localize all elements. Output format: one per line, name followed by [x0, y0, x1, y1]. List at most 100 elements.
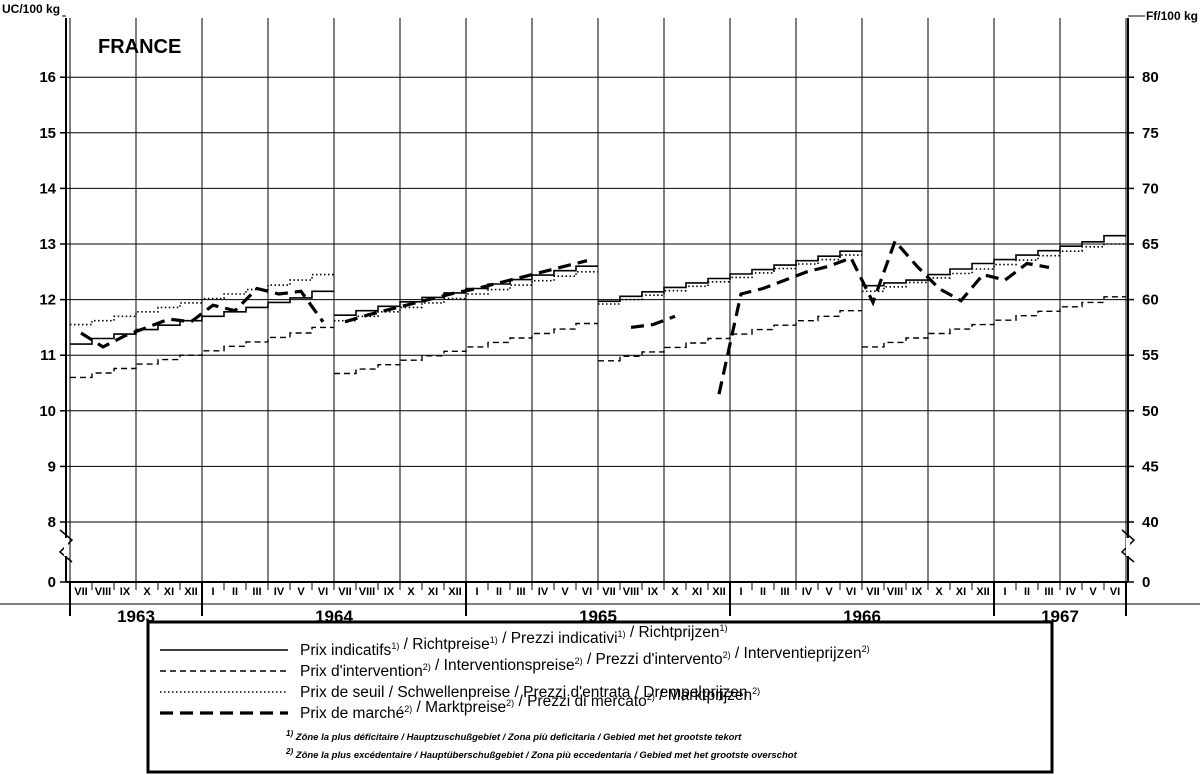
- series-line-dotted: [70, 273, 334, 326]
- series-line-dotted: [598, 254, 862, 305]
- y-right-tick-label: 75: [1142, 125, 1159, 142]
- y-left-tick-label: 9: [48, 458, 56, 475]
- y-right-tick-label: 40: [1142, 514, 1159, 531]
- month-tick-label: V: [1089, 586, 1097, 598]
- series-line-dashed: [862, 296, 1126, 348]
- y-right-tick-label: 60: [1142, 292, 1159, 309]
- axis-break-gap: [64, 538, 68, 556]
- y-right-tick-label: 80: [1142, 69, 1159, 86]
- y-right-axis-label: Ff/100 kg: [1146, 9, 1198, 23]
- month-tick-label: IX: [120, 586, 131, 598]
- legend-label: Prix de marché2) / Marktpreise2) / Prezz…: [300, 686, 760, 722]
- legend-footnote-ref: 1): [391, 641, 399, 651]
- legend-label: Prix d'intervention 2) / Interventionspre…: [300, 644, 870, 680]
- month-tick-label: XII: [448, 586, 461, 598]
- month-tick-label: II: [1024, 586, 1030, 598]
- year-label: 1963: [117, 607, 155, 626]
- month-tick-label: VIII: [359, 586, 376, 598]
- month-tick-label: I: [211, 586, 214, 598]
- y-right-tick-label: 50: [1142, 403, 1159, 420]
- y-right-tick-label: 70: [1142, 180, 1159, 197]
- legend-label: Prix de seuil / Schwellenpreise / Prezzi…: [300, 684, 748, 701]
- legend-text: Prix d'intervention: [300, 663, 423, 680]
- month-tick-label: IX: [648, 586, 659, 598]
- month-tick-label: X: [407, 586, 415, 598]
- legend-footnote-ref: 2): [575, 656, 583, 666]
- month-tick-label: XII: [712, 586, 725, 598]
- series-line-dashed: [598, 310, 862, 362]
- y-left-tick-label: 14: [39, 180, 56, 197]
- month-tick-label: XI: [164, 586, 174, 598]
- grid: [66, 18, 1128, 582]
- axis-break-gap: [1126, 538, 1130, 556]
- series-lines: [70, 234, 1126, 395]
- month-tick-label: XI: [956, 586, 966, 598]
- series-line-dashed: [70, 326, 334, 379]
- y-left-tick-label: 12: [39, 292, 56, 309]
- legend-footnote-ref: 2): [404, 704, 412, 714]
- month-tick-label: X: [935, 586, 943, 598]
- month-tick-label: V: [825, 586, 833, 598]
- y-right-tick-label: 45: [1142, 458, 1159, 475]
- month-tick-label: XII: [976, 586, 989, 598]
- legend-text: / Prezzi d'intervento: [583, 651, 723, 668]
- month-tick-label: VIII: [887, 586, 904, 598]
- series-line-dashed: [334, 322, 598, 375]
- month-tick-label: VII: [338, 586, 351, 598]
- month-tick-label: II: [232, 586, 238, 598]
- legend-footnote-number: 1): [286, 729, 293, 738]
- month-tick-label: IX: [384, 586, 395, 598]
- legend: Prix indicatifs1) / Richtpreise1) / Prez…: [146, 620, 1054, 774]
- series-line-heavy-dashed: [717, 238, 1050, 395]
- month-tick-label: V: [561, 586, 569, 598]
- y-right-tick-label: 0: [1142, 574, 1150, 591]
- legend-footnote-ref: 2): [647, 692, 655, 702]
- chart-title: FRANCE: [98, 36, 181, 58]
- y-left-axis-label: UC/100 kg: [2, 2, 60, 16]
- month-tick-label: XII: [184, 586, 197, 598]
- legend-box: [146, 620, 1054, 774]
- legend-label: Prix indicatifs1) / Richtpreise1) / Prez…: [300, 623, 727, 659]
- legend-text: Prix indicatifs: [300, 642, 392, 659]
- series-line-heavy-dashed: [630, 314, 676, 329]
- series-line-solid: [862, 234, 1126, 287]
- series-line-dotted: [334, 271, 598, 322]
- month-tick-label: IV: [538, 586, 549, 598]
- month-tick-label: III: [1044, 586, 1053, 598]
- legend-footnote-number: 2): [285, 747, 293, 756]
- month-tick-label: V: [297, 586, 305, 598]
- series-line-heavy-dashed: [344, 259, 588, 324]
- series-line-dotted: [862, 243, 1126, 293]
- legend-footnote-ref: 1): [490, 635, 498, 645]
- month-tick-label: X: [671, 586, 679, 598]
- month-tick-label: II: [760, 586, 766, 598]
- month-tick-label: X: [143, 586, 151, 598]
- legend-footnote-ref: 2): [862, 644, 870, 654]
- legend-footnote-ref: 2): [723, 650, 731, 660]
- y-left-tick-label: 8: [48, 514, 56, 531]
- legend-text: / Richtprijzen: [626, 624, 720, 641]
- y-left-tick-label: 16: [39, 69, 56, 86]
- axes: [0, 15, 1200, 616]
- legend-footnote-ref: 2): [506, 698, 514, 708]
- series-line-solid: [70, 290, 334, 345]
- month-tick-label: VIII: [623, 586, 640, 598]
- legend-text: / Prezzi indicativi: [498, 630, 618, 647]
- y-left-tick-label: 11: [40, 347, 56, 364]
- month-tick-label: III: [780, 586, 789, 598]
- legend-text: / Interventionspreise: [431, 657, 575, 674]
- month-tick-label: III: [252, 586, 261, 598]
- legend-text: / Marktprijzen: [655, 687, 752, 704]
- legend-text: / Prezzi di mercato: [514, 693, 647, 710]
- legend-text: Prix de marché: [300, 705, 404, 722]
- month-tick-label: VII: [866, 586, 879, 598]
- legend-text: / Richtpreise: [399, 636, 489, 653]
- month-tick-label: IV: [802, 586, 813, 598]
- y-left-tick-label: 0: [48, 574, 56, 591]
- month-tick-label: IV: [274, 586, 285, 598]
- y-left-tick-label: 10: [39, 403, 56, 420]
- legend-footnote-ref: 2): [752, 686, 760, 696]
- legend-text: Prix de seuil / Schwellenpreise / Prezzi…: [300, 684, 748, 701]
